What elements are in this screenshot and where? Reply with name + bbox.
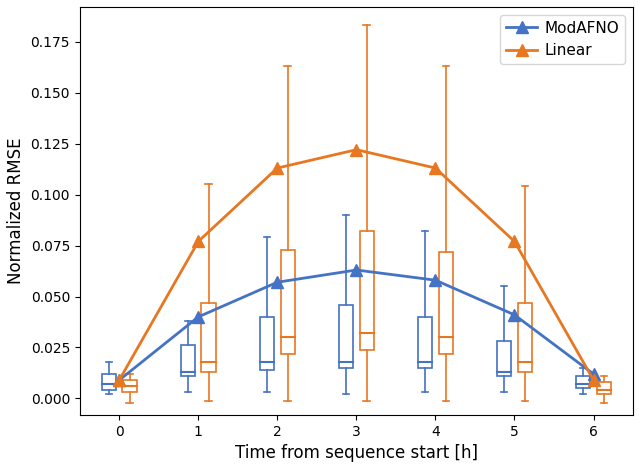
Bar	[102, 374, 116, 390]
Bar	[576, 376, 590, 388]
Bar	[596, 382, 611, 394]
Legend: ModAFNO, Linear: ModAFNO, Linear	[500, 15, 625, 64]
Bar	[438, 252, 453, 354]
Linear	[195, 239, 202, 244]
X-axis label: Time from sequence start [h]: Time from sequence start [h]	[235, 444, 478, 462]
Line: ModAFNO: ModAFNO	[114, 265, 599, 386]
Bar	[418, 317, 432, 368]
ModAFNO	[353, 267, 360, 273]
Bar	[122, 380, 136, 393]
Bar	[202, 303, 216, 372]
ModAFNO	[511, 312, 518, 318]
ModAFNO	[431, 277, 439, 283]
Linear	[353, 147, 360, 152]
Linear	[431, 165, 439, 171]
Linear	[511, 239, 518, 244]
Bar	[497, 341, 511, 376]
Linear	[273, 165, 281, 171]
Y-axis label: Normalized RMSE: Normalized RMSE	[7, 137, 25, 284]
ModAFNO	[273, 280, 281, 285]
Bar	[260, 317, 274, 370]
Bar	[181, 346, 195, 376]
Linear	[115, 377, 123, 383]
ModAFNO	[589, 371, 597, 377]
Bar	[518, 303, 532, 372]
Line: Linear: Linear	[114, 144, 599, 386]
Bar	[280, 250, 295, 354]
Linear	[589, 377, 597, 383]
ModAFNO	[115, 377, 123, 383]
Bar	[360, 231, 374, 349]
Bar	[339, 305, 353, 368]
ModAFNO	[195, 314, 202, 320]
